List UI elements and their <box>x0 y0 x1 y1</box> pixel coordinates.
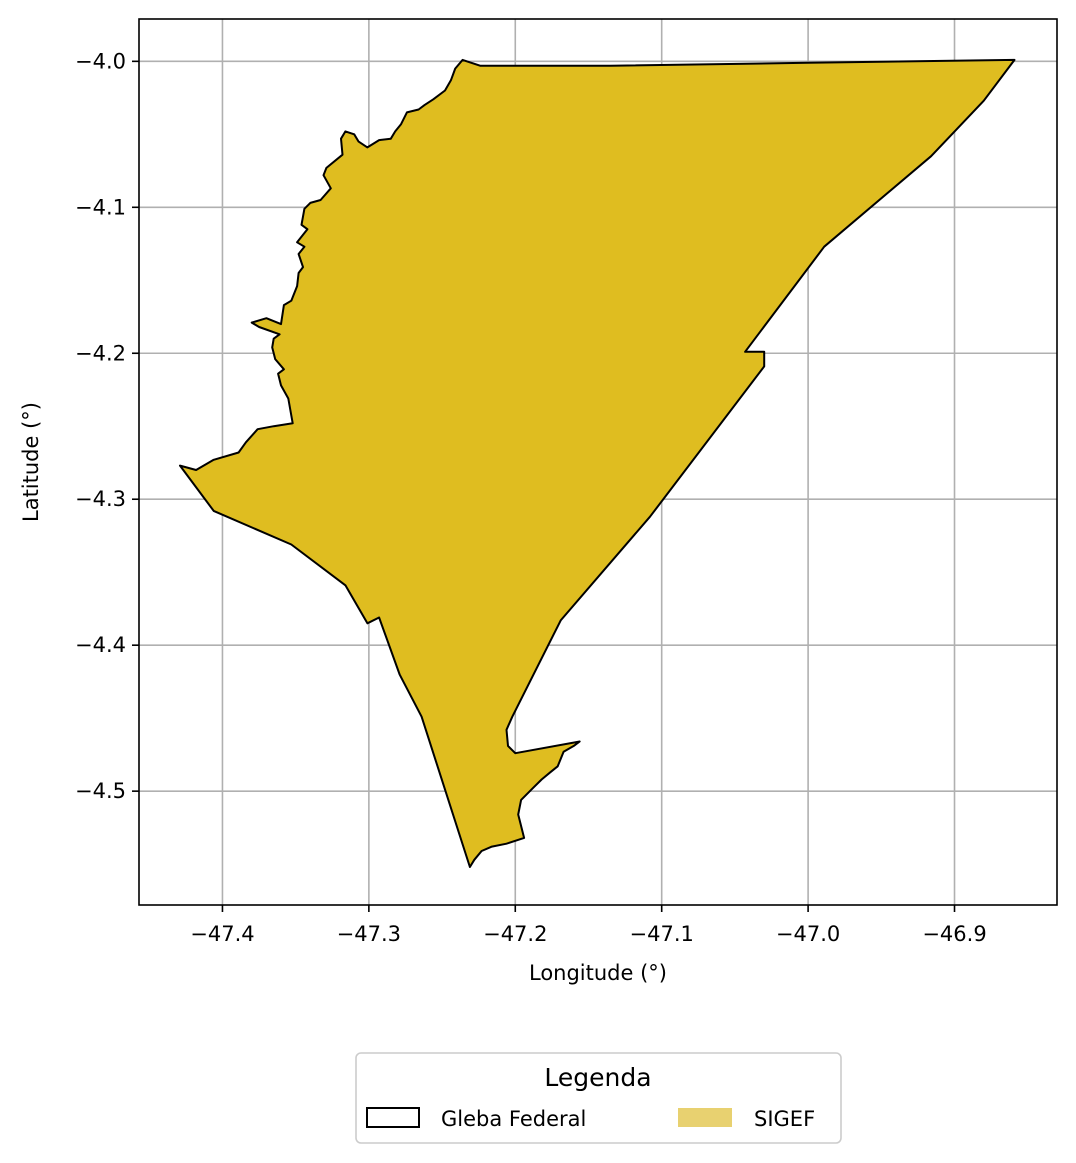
legend-box: Legenda Gleba Federal SIGEF <box>355 1052 842 1144</box>
legend-swatch-gleba-federal <box>366 1107 420 1128</box>
legend-swatch-sigef <box>678 1108 732 1127</box>
y-axis: −4.0 −4.1 −4.2 −4.3 −4.4 −4.5 <box>75 49 139 803</box>
sigef-region-polygon <box>179 58 1016 868</box>
y-tick-label: −4.1 <box>75 195 126 219</box>
y-tick-label: −4.0 <box>75 49 126 73</box>
x-tick-label: −47.3 <box>337 922 401 946</box>
x-tick-label: −46.9 <box>922 922 986 946</box>
legend-label-gleba-federal: Gleba Federal <box>441 1107 586 1131</box>
y-tick-label: −4.4 <box>75 633 126 657</box>
x-axis: −47.4 −47.3 −47.2 −47.1 −47.0 −46.9 <box>190 905 987 946</box>
y-tick-label: −4.3 <box>75 487 126 511</box>
y-tick-label: −4.2 <box>75 341 126 365</box>
x-tick-label: −47.4 <box>190 922 254 946</box>
x-tick-label: −47.2 <box>483 922 547 946</box>
y-tick-label: −4.5 <box>75 779 126 803</box>
legend-title: Legenda <box>544 1063 651 1092</box>
x-axis-title: Longitude (°) <box>529 961 667 985</box>
plot-frame <box>138 18 1058 906</box>
x-tick-label: −47.0 <box>776 922 840 946</box>
legend-label-sigef: SIGEF <box>754 1107 815 1131</box>
x-tick-label: −47.1 <box>630 922 694 946</box>
y-axis-title: Latitude (°) <box>19 402 43 522</box>
plot-area <box>138 18 1058 906</box>
